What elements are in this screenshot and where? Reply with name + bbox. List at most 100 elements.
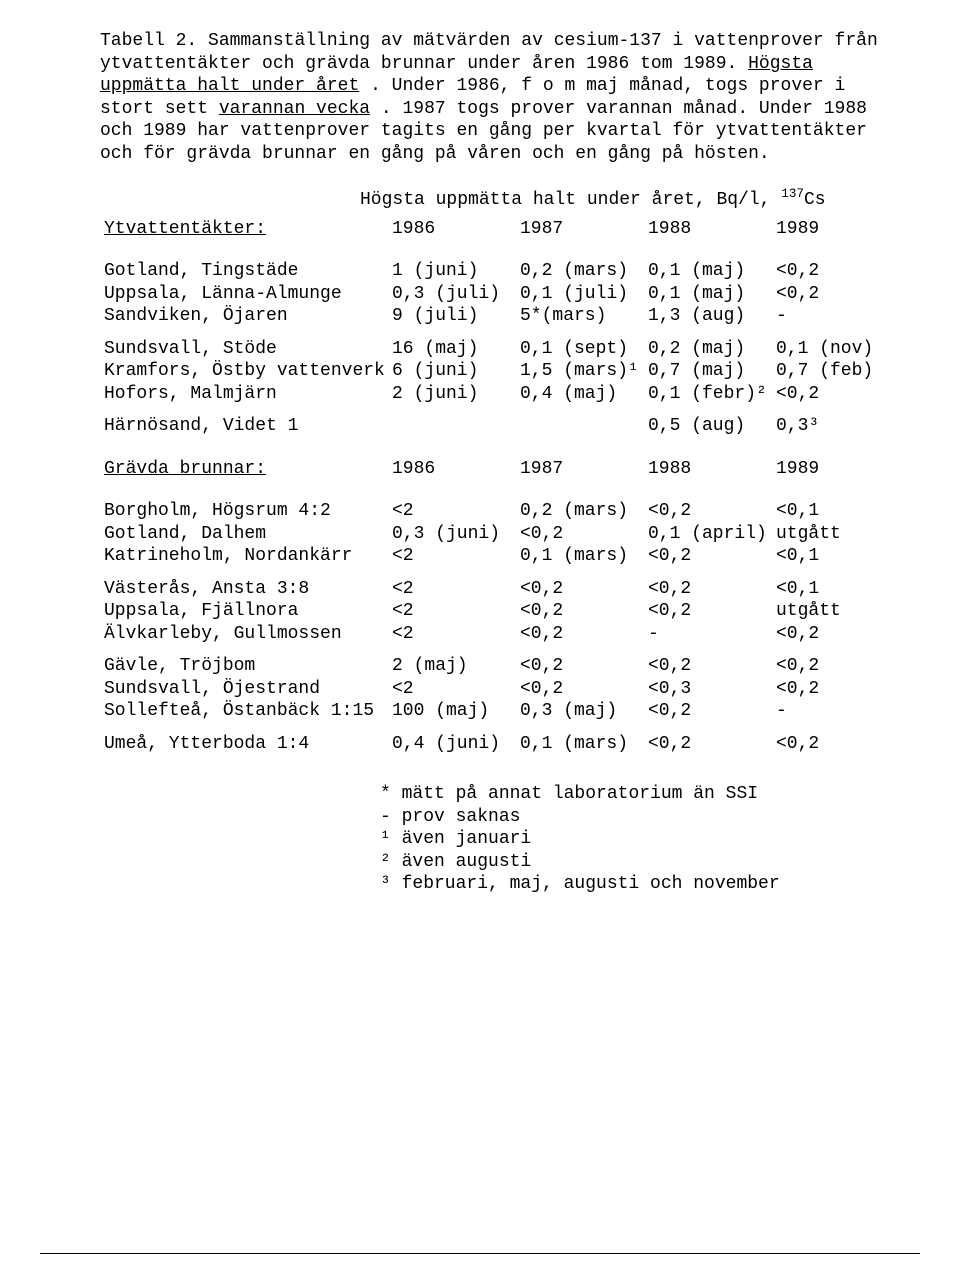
row-value: 1,5 (mars)¹	[516, 360, 644, 383]
row-value: -	[644, 623, 772, 646]
table-row: Gotland, Dalhem0,3 (juni)<0,20,1 (april)…	[100, 523, 900, 546]
row-value: <0,2	[644, 600, 772, 623]
caption-underline-2: varannan vecka	[219, 99, 370, 119]
table-row: Västerås, Ansta 3:8<2<0,2<0,2<0,1	[100, 578, 900, 601]
row-name: Hofors, Malmjärn	[100, 383, 388, 406]
row-value: 0,7 (maj)	[644, 360, 772, 383]
row-value: <0,2	[644, 655, 772, 678]
row-value: <0,2	[644, 733, 772, 756]
row-value: 0,7 (feb)	[772, 360, 900, 383]
row-value: <0,2	[772, 678, 900, 701]
row-value: <0,2	[516, 578, 644, 601]
table-row: Uppsala, Fjällnora<2<0,2<0,2utgått	[100, 600, 900, 623]
row-value	[516, 415, 644, 438]
table-row: Umeå, Ytterboda 1:40,4 (juni)0,1 (mars)<…	[100, 733, 900, 756]
table-row: Gävle, Tröjbom2 (maj)<0,2<0,2<0,2	[100, 655, 900, 678]
section-header-row: Ytvattentäkter: 1986 1987 1988 1989	[100, 218, 900, 241]
table-row: Katrineholm, Nordankärr<20,1 (mars)<0,2<…	[100, 545, 900, 568]
row-value: 0,3 (maj)	[516, 700, 644, 723]
footnote: - prov saknas	[380, 806, 900, 829]
row-name: Kramfors, Östby vattenverk	[100, 360, 388, 383]
table-row: Älvkarleby, Gullmossen<2<0,2-<0,2	[100, 623, 900, 646]
row-value: <0,2	[644, 700, 772, 723]
row-name: Sundsvall, Öjestrand	[100, 678, 388, 701]
row-name: Sundsvall, Stöde	[100, 338, 388, 361]
year-1987: 1987	[516, 218, 644, 241]
table-row: Borgholm, Högsrum 4:2<20,2 (mars)<0,2<0,…	[100, 500, 900, 523]
row-name: Uppsala, Fjällnora	[100, 600, 388, 623]
year-1988: 1988	[644, 458, 772, 481]
table-row: Sundsvall, Öjestrand<2<0,2<0,3<0,2	[100, 678, 900, 701]
row-value: 0,2 (mars)	[516, 500, 644, 523]
row-value: <2	[388, 600, 516, 623]
row-value: <2	[388, 500, 516, 523]
table-row: Sundsvall, Stöde16 (maj)0,1 (sept)0,2 (m…	[100, 338, 900, 361]
footnote: ¹ även januari	[380, 828, 900, 851]
row-value: <0,2	[772, 623, 900, 646]
row-value: <0,2	[644, 545, 772, 568]
row-value: <0,3	[644, 678, 772, 701]
subheader-text: Högsta uppmätta halt under året, Bq/l,	[360, 190, 781, 210]
row-value: 0,2 (maj)	[644, 338, 772, 361]
caption-title: Tabell 2.	[100, 31, 197, 51]
row-name: Gotland, Tingstäde	[100, 260, 388, 283]
row-value: <0,2	[516, 655, 644, 678]
row-value: <0,2	[516, 600, 644, 623]
row-value: <2	[388, 578, 516, 601]
table-row: Kramfors, Östby vattenverk6 (juni)1,5 (m…	[100, 360, 900, 383]
row-name: Gotland, Dalhem	[100, 523, 388, 546]
table-row: Härnösand, Videt 10,5 (aug)0,3³	[100, 415, 900, 438]
page-rule	[40, 1253, 920, 1254]
row-name: Sandviken, Öjaren	[100, 305, 388, 328]
row-value: 2 (juni)	[388, 383, 516, 406]
row-name: Älvkarleby, Gullmossen	[100, 623, 388, 646]
row-value: <0,2	[644, 500, 772, 523]
row-value: 0,1 (april)	[644, 523, 772, 546]
row-value: 2 (maj)	[388, 655, 516, 678]
subheader-nuclide-sup: 137	[781, 187, 804, 201]
row-value: 0,1 (sept)	[516, 338, 644, 361]
footnotes: * mätt på annat laboratorium än SSI - pr…	[380, 783, 900, 896]
row-value: 0,3³	[772, 415, 900, 438]
section-header-row: Grävda brunnar: 1986 1987 1988 1989	[100, 458, 900, 481]
table-row: Sandviken, Öjaren9 (juli)5*(mars)1,3 (au…	[100, 305, 900, 328]
row-value: 1 (juni)	[388, 260, 516, 283]
row-value: <2	[388, 545, 516, 568]
section-label-2: Grävda brunnar:	[104, 459, 270, 479]
row-value: 16 (maj)	[388, 338, 516, 361]
row-name: Västerås, Ansta 3:8	[100, 578, 388, 601]
row-value: 1,3 (aug)	[644, 305, 772, 328]
row-value	[388, 415, 516, 438]
row-value: -	[772, 305, 900, 328]
row-value: <0,1	[772, 578, 900, 601]
row-value: 0,1 (nov)	[772, 338, 900, 361]
table-row: Hofors, Malmjärn2 (juni)0,4 (maj)0,1 (fe…	[100, 383, 900, 406]
year-1989: 1989	[772, 218, 900, 241]
row-value: 100 (maj)	[388, 700, 516, 723]
footnote: ³ februari, maj, augusti och november	[380, 873, 900, 896]
year-1986: 1986	[388, 218, 516, 241]
table-caption: Tabell 2. Sammanställning av mätvärden a…	[100, 30, 900, 165]
subheader-nuclide: Cs	[804, 190, 826, 210]
year-1986: 1986	[388, 458, 516, 481]
row-value: -	[772, 700, 900, 723]
table-subheader: Högsta uppmätta halt under året, Bq/l, 1…	[360, 187, 900, 212]
row-value: 6 (juni)	[388, 360, 516, 383]
row-value: utgått	[772, 600, 900, 623]
row-value: <2	[388, 623, 516, 646]
table-row: Sollefteå, Östanbäck 1:15100 (maj)0,3 (m…	[100, 700, 900, 723]
row-name: Sollefteå, Östanbäck 1:15	[100, 700, 388, 723]
row-value: 0,1 (maj)	[644, 283, 772, 306]
row-name: Gävle, Tröjbom	[100, 655, 388, 678]
row-value: 0,3 (juni)	[388, 523, 516, 546]
row-value: <0,1	[772, 545, 900, 568]
row-value: <0,2	[644, 578, 772, 601]
table-row: Gotland, Tingstäde1 (juni)0,2 (mars)0,1 …	[100, 260, 900, 283]
year-1988: 1988	[644, 218, 772, 241]
section-label-1: Ytvattentäkter:	[104, 219, 270, 239]
row-value: 0,1 (maj)	[644, 260, 772, 283]
row-value: <0,2	[772, 283, 900, 306]
row-name: Uppsala, Länna-Almunge	[100, 283, 388, 306]
row-value: 0,3 (juli)	[388, 283, 516, 306]
row-value: <0,2	[516, 678, 644, 701]
